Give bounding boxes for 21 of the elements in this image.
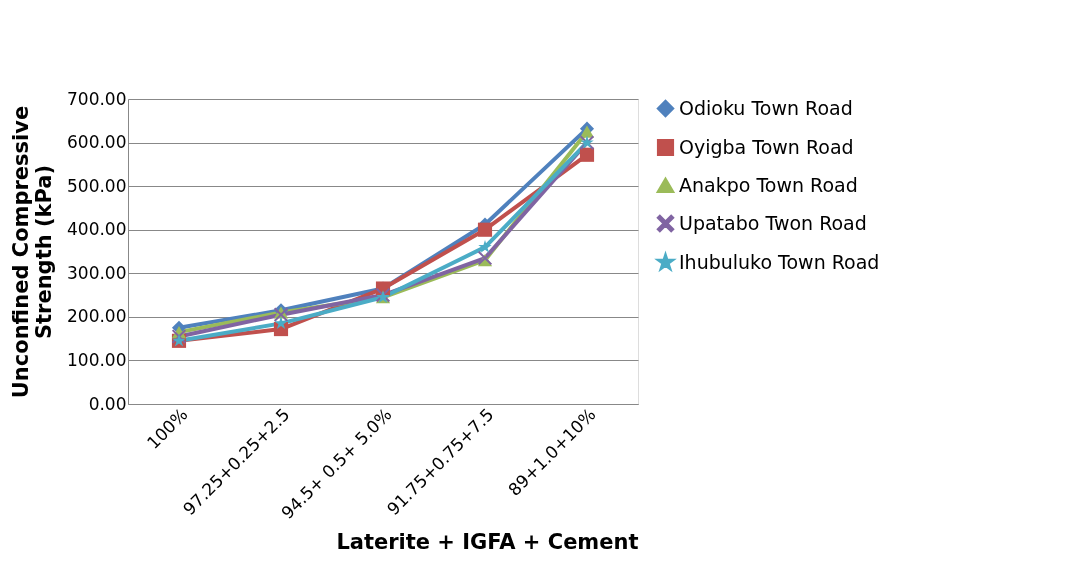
legend-label: Anakpo Town Road	[679, 173, 858, 196]
point	[477, 250, 493, 266]
y-tick-label: 200.00	[67, 306, 127, 327]
point	[579, 125, 595, 138]
y-tick-label: 400.00	[67, 219, 127, 240]
y-tick-label: 700.00	[67, 88, 127, 109]
legend-label: Ihubuluko Town Road	[679, 250, 880, 273]
y-tick-label: 0.00	[88, 393, 127, 414]
y-tick-label: 100.00	[67, 349, 127, 370]
x-axis-title: Laterite + IGFA + Cement	[336, 530, 639, 555]
y-tick-label: 500.00	[67, 175, 127, 196]
point	[478, 240, 492, 253]
y-tick-label: 300.00	[67, 262, 127, 283]
legend-label: Upatabo Twon Road	[679, 211, 867, 234]
y-axis-title: Unconfined Compressive Strength (kPa)	[9, 105, 57, 399]
legend-label: Odioku Town Road	[679, 96, 853, 119]
point	[274, 316, 288, 330]
legend-label: Oyigba Town Road	[679, 135, 854, 158]
y-tick-label: 600.00	[67, 132, 127, 153]
point	[579, 147, 595, 162]
point	[477, 222, 493, 237]
